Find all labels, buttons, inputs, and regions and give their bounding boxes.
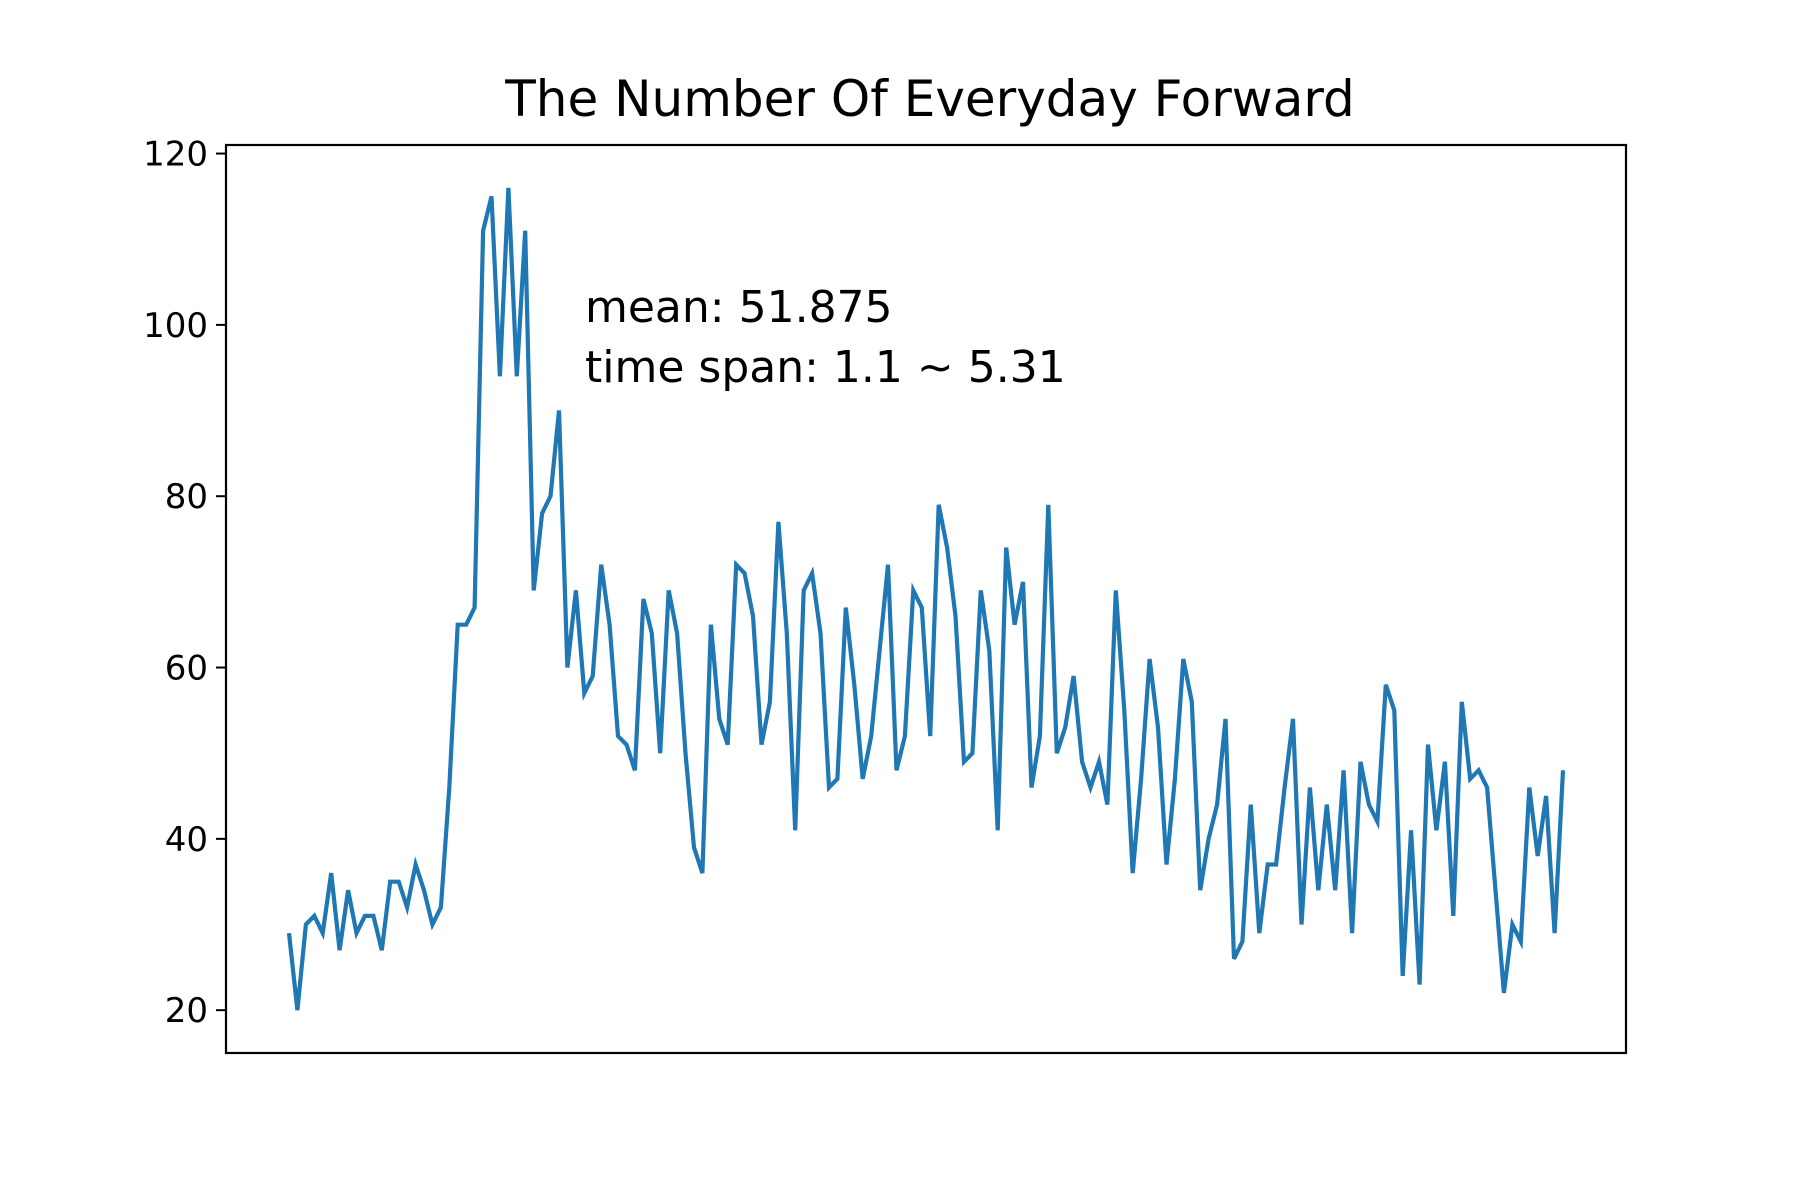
y-tick-label: 120 (143, 135, 208, 175)
y-tick-label: 60 (165, 649, 208, 689)
plot-area-frame (224, 143, 1628, 1055)
time-span-annotation: time span: 1.1 ~ 5.31 (585, 342, 1066, 393)
y-tick-label: 40 (165, 820, 208, 860)
y-tick-label: 100 (143, 306, 208, 346)
series-line (286, 187, 1566, 1011)
y-tick-label: 80 (165, 477, 208, 517)
y-tick-label: 20 (165, 991, 208, 1031)
series-group (286, 187, 1566, 1011)
y-axis: 20 40 60 80 100 120 (143, 135, 226, 1031)
mean-annotation: mean: 51.875 (585, 282, 893, 333)
chart-title: The Number Of Everyday Forward (504, 70, 1355, 128)
